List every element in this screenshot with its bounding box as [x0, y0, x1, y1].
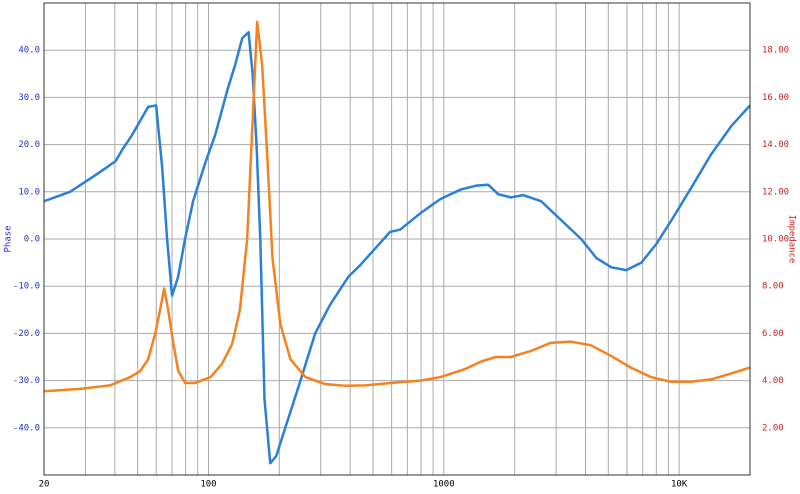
y-tick-label: 10.0 [18, 187, 40, 197]
x-tick-label: 100 [200, 480, 216, 490]
y2-axis-label: Impedance [787, 215, 797, 264]
y2-tick-label: 16.00 [762, 93, 789, 103]
x-tick-label: 10K [671, 480, 688, 490]
y2-tick-label: 18.00 [762, 46, 789, 56]
x-tick-label: 1000 [433, 480, 455, 490]
y2-tick-label: 8.00 [762, 282, 784, 292]
y-axis-label: Phase [4, 225, 14, 252]
y2-tick-label: 10.00 [762, 235, 789, 245]
y-tick-label: 0.0 [24, 235, 40, 245]
y2-tick-label: 14.00 [762, 140, 789, 150]
series-line [43, 20, 751, 393]
y-tick-label: 20.0 [18, 140, 40, 150]
y-tick-label: 30.0 [18, 93, 40, 103]
y-tick-label: -20.0 [13, 329, 40, 339]
y-tick-label: -40.0 [13, 423, 40, 433]
series-line [43, 31, 751, 465]
y2-tick-label: 2.00 [762, 423, 784, 433]
plot-frame [43, 2, 751, 476]
y2-tick-label: 12.00 [762, 187, 789, 197]
y-tick-label: 40.0 [18, 46, 40, 56]
labels: 20 100 1000 10K -40.0 -30.0 -20.0 -10.0 0.0 10.0 2… [13, 46, 789, 490]
grid [43, 3, 750, 475]
y-tick-label: -10.0 [13, 282, 40, 292]
y2-tick-label: 4.00 [762, 376, 784, 386]
lines [43, 20, 751, 465]
y-tick-label: -30.0 [13, 376, 40, 386]
y2-tick-label: 6.00 [762, 329, 784, 339]
x-tick-label: 20 [39, 480, 50, 490]
